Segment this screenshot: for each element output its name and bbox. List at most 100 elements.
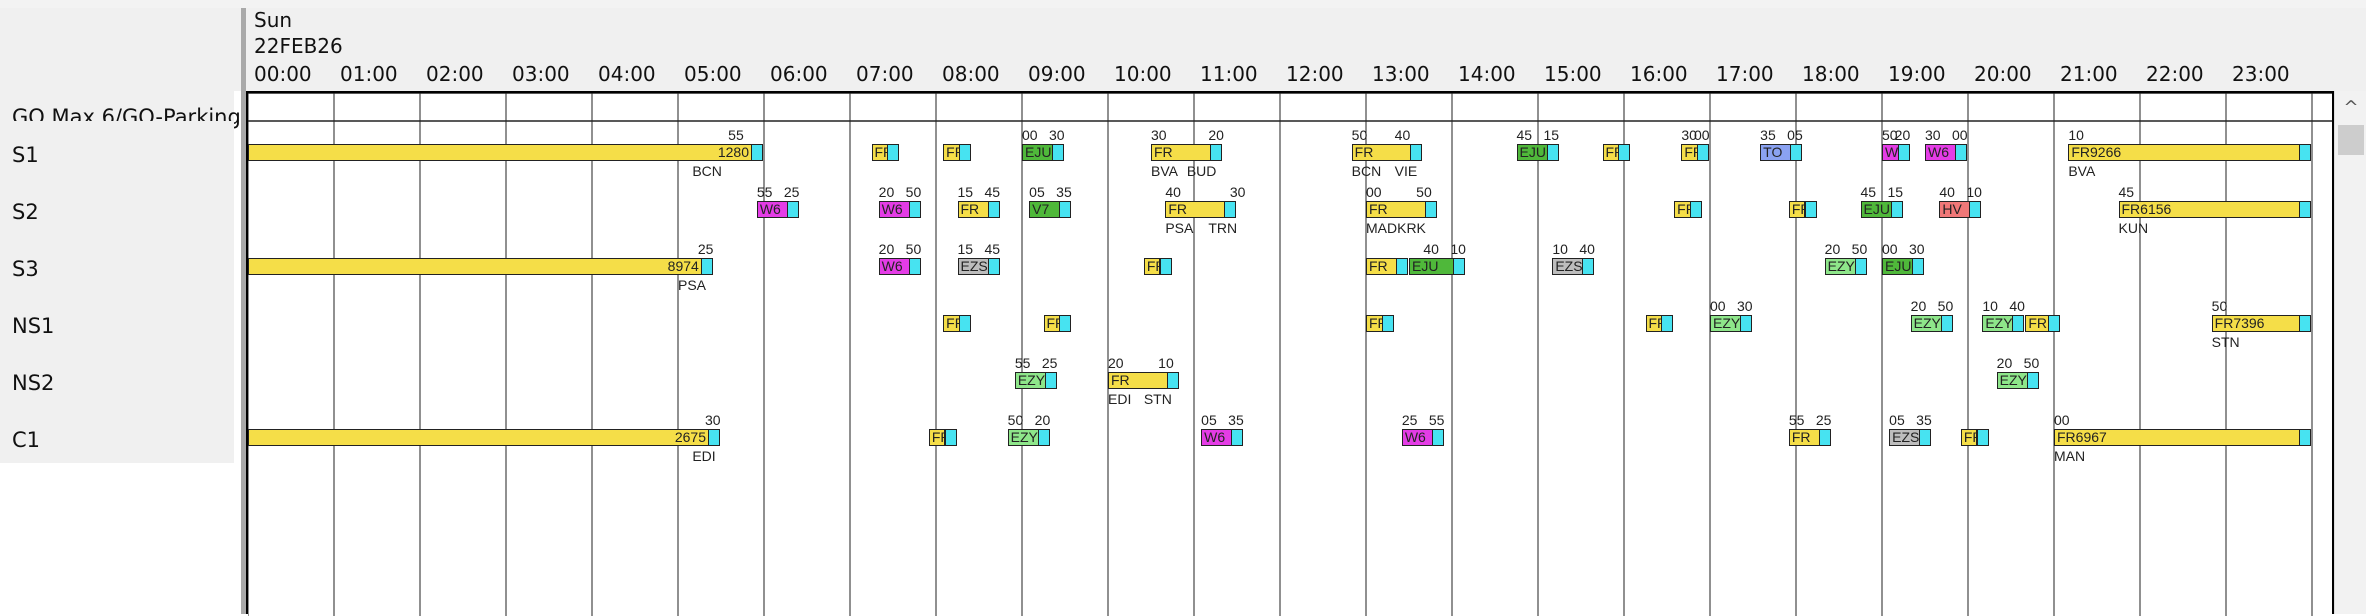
flight-bar[interactable]: FR bbox=[1143, 258, 1166, 275]
flight-bar[interactable]: W6 bbox=[1925, 144, 1956, 161]
flight-bar[interactable]: EJU bbox=[1882, 258, 1913, 275]
flight-bar[interactable]: EZS bbox=[1889, 429, 1921, 446]
turnaround-cap[interactable] bbox=[1052, 144, 1064, 161]
flight-bar[interactable]: EJU bbox=[1022, 144, 1053, 161]
flight-bar[interactable]: FR bbox=[1366, 315, 1388, 332]
turnaround-cap[interactable] bbox=[2299, 315, 2311, 332]
flight-bar[interactable]: 2675 bbox=[248, 429, 709, 446]
turnaround-cap[interactable] bbox=[958, 144, 971, 161]
flight-bar[interactable]: FR bbox=[1351, 144, 1412, 161]
turnaround-cap[interactable] bbox=[1159, 258, 1172, 275]
flight-bar[interactable]: FR bbox=[1043, 315, 1065, 332]
turnaround-cap[interactable] bbox=[908, 201, 921, 218]
flight-bar[interactable]: FR bbox=[1674, 201, 1696, 218]
turnaround-cap[interactable] bbox=[1410, 144, 1423, 161]
row-label-s1[interactable]: S1 bbox=[12, 143, 39, 167]
flight-bar[interactable]: EJU bbox=[1516, 144, 1548, 161]
turnaround-cap[interactable] bbox=[1804, 201, 1817, 218]
flight-bar[interactable]: W6 bbox=[1882, 144, 1906, 161]
turnaround-cap[interactable] bbox=[944, 429, 957, 446]
flight-bar[interactable]: FR bbox=[943, 315, 965, 332]
turnaround-cap[interactable] bbox=[1890, 201, 1903, 218]
turnaround-cap[interactable] bbox=[1618, 144, 1631, 161]
turnaround-cap[interactable] bbox=[1059, 315, 1072, 332]
flight-bar[interactable]: EZY bbox=[1996, 372, 2028, 389]
flight-bar[interactable]: FR bbox=[1788, 429, 1820, 446]
turnaround-cap[interactable] bbox=[1976, 429, 1989, 446]
turnaround-cap[interactable] bbox=[700, 258, 713, 275]
turnaround-cap[interactable] bbox=[1059, 201, 1072, 218]
flight-bar[interactable]: EZY bbox=[1824, 258, 1856, 275]
turnaround-cap[interactable] bbox=[987, 201, 1000, 218]
flight-bar[interactable]: FR bbox=[1108, 372, 1168, 389]
flight-bar[interactable]: W6 bbox=[878, 258, 910, 275]
turnaround-cap[interactable] bbox=[2299, 201, 2311, 218]
turnaround-cap[interactable] bbox=[1431, 429, 1444, 446]
row-label-s3[interactable]: S3 bbox=[12, 257, 39, 281]
flight-bar[interactable]: FR bbox=[2025, 315, 2050, 332]
flight-bar[interactable]: EZY bbox=[1014, 372, 1046, 389]
turnaround-cap[interactable] bbox=[1037, 429, 1050, 446]
turnaround-cap[interactable] bbox=[708, 429, 720, 446]
turnaround-cap[interactable] bbox=[1897, 144, 1910, 161]
turnaround-cap[interactable] bbox=[1044, 372, 1057, 389]
flight-bar[interactable]: FR bbox=[943, 144, 965, 161]
turnaround-cap[interactable] bbox=[1740, 315, 1752, 332]
flight-bar[interactable]: EZY bbox=[1007, 429, 1039, 446]
flight-bar[interactable]: FR bbox=[1151, 144, 1211, 161]
turnaround-cap[interactable] bbox=[987, 258, 1000, 275]
turnaround-cap[interactable] bbox=[1546, 144, 1559, 161]
panel-splitter[interactable] bbox=[241, 8, 246, 614]
flight-bar[interactable]: FR bbox=[1366, 201, 1426, 218]
scroll-up-arrow[interactable]: ^ bbox=[2343, 97, 2359, 118]
row-label-ns1[interactable]: NS1 bbox=[12, 314, 55, 338]
turnaround-cap[interactable] bbox=[1912, 258, 1924, 275]
turnaround-cap[interactable] bbox=[1969, 201, 1982, 218]
flight-bar[interactable]: FR bbox=[1165, 201, 1225, 218]
turnaround-cap[interactable] bbox=[1453, 258, 1466, 275]
flight-bar[interactable]: EZY bbox=[1910, 315, 1942, 332]
flight-bar[interactable]: EZS bbox=[957, 258, 989, 275]
turnaround-cap[interactable] bbox=[1224, 201, 1236, 218]
flight-bar[interactable]: FR bbox=[928, 429, 951, 446]
turnaround-cap[interactable] bbox=[1697, 144, 1709, 161]
flight-bar[interactable]: EZS bbox=[1552, 258, 1584, 275]
turnaround-cap[interactable] bbox=[1790, 144, 1803, 161]
turnaround-cap[interactable] bbox=[1582, 258, 1595, 275]
flight-bar[interactable]: FR bbox=[1645, 315, 1667, 332]
flight-bar[interactable]: W6 bbox=[756, 201, 788, 218]
schedule-grid[interactable]: 1280 FR FR EJU FR FR EJU FR FR TO W6 W6 FR9266 55 BCN 0… bbox=[246, 91, 2334, 616]
flight-bar[interactable]: FR bbox=[1366, 258, 1397, 275]
flight-bar[interactable]: 8974 bbox=[248, 258, 702, 275]
turnaround-cap[interactable] bbox=[2299, 429, 2311, 446]
turnaround-cap[interactable] bbox=[751, 144, 763, 161]
vertical-scrollbar[interactable]: ^ bbox=[2334, 91, 2366, 614]
turnaround-cap[interactable] bbox=[1209, 144, 1222, 161]
flight-bar[interactable]: EZY bbox=[1982, 315, 2014, 332]
flight-bar[interactable]: FR bbox=[957, 201, 989, 218]
flight-bar[interactable]: FR bbox=[1602, 144, 1624, 161]
turnaround-cap[interactable] bbox=[1381, 315, 1394, 332]
turnaround-cap[interactable] bbox=[1396, 258, 1408, 275]
flight-bar[interactable]: W6 bbox=[878, 201, 910, 218]
turnaround-cap[interactable] bbox=[1689, 201, 1702, 218]
flight-bar[interactable]: FR7396 bbox=[2211, 315, 2300, 332]
turnaround-cap[interactable] bbox=[1661, 315, 1674, 332]
flight-bar[interactable]: EJU bbox=[1860, 201, 1892, 218]
flight-bar[interactable]: FR9266 bbox=[2068, 144, 2300, 161]
flight-bar[interactable]: V7 bbox=[1029, 201, 1061, 218]
turnaround-cap[interactable] bbox=[2048, 315, 2061, 332]
turnaround-cap[interactable] bbox=[2299, 144, 2311, 161]
flight-bar[interactable]: W6 bbox=[1201, 429, 1233, 446]
flight-bar[interactable]: W6 bbox=[1401, 429, 1433, 446]
row-label-ns2[interactable]: NS2 bbox=[12, 371, 55, 395]
turnaround-cap[interactable] bbox=[2012, 315, 2025, 332]
turnaround-cap[interactable] bbox=[1919, 429, 1932, 446]
turnaround-cap[interactable] bbox=[2026, 372, 2039, 389]
turnaround-cap[interactable] bbox=[1818, 429, 1831, 446]
flight-bar[interactable]: FR6967 bbox=[2054, 429, 2300, 446]
scroll-thumb[interactable] bbox=[2338, 125, 2364, 155]
flight-bar[interactable]: HV bbox=[1939, 201, 1971, 218]
turnaround-cap[interactable] bbox=[1955, 144, 1967, 161]
turnaround-cap[interactable] bbox=[1424, 201, 1437, 218]
